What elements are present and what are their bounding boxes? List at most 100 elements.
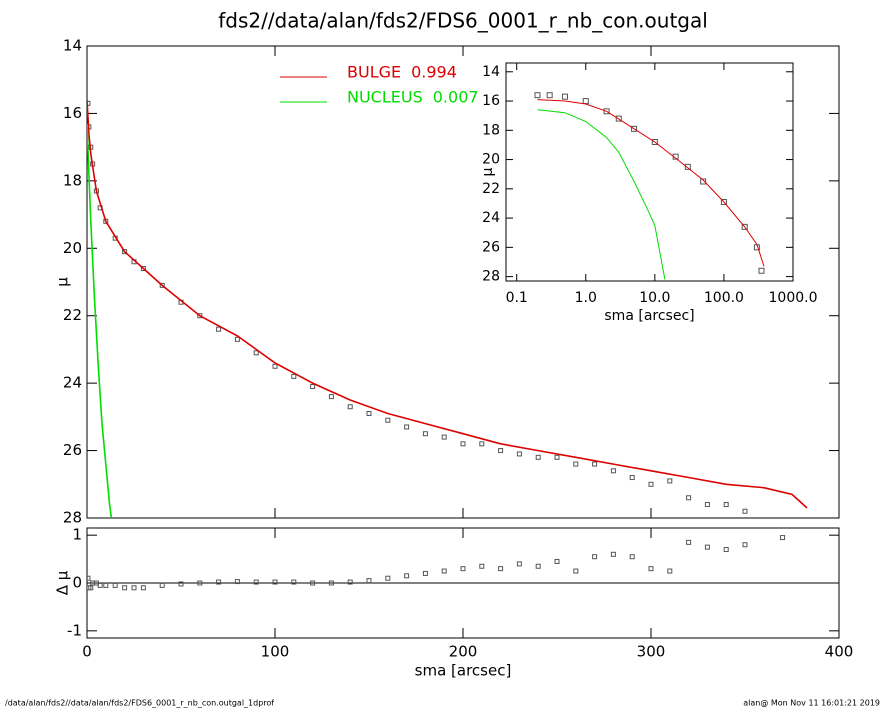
y-tick-label: 14 [63,37,82,55]
y-tick-label: 26 [482,239,500,255]
data-point [667,568,673,574]
data-point [385,575,391,581]
data-point [404,573,410,579]
data-point [610,468,616,474]
y-axis-label: μ [54,277,72,287]
data-point [592,461,598,467]
x-tick-label: 1.0 [575,290,597,306]
data-point [87,575,91,581]
data-point [479,441,485,447]
data-point [684,163,691,170]
data-point [253,579,259,585]
footer-right: alan@ Mon Nov 11 16:01:21 2019 [743,699,880,708]
data-point [780,535,786,541]
data-point [720,198,727,205]
x-tick-label: 400 [825,643,854,661]
data-point [310,384,316,390]
data-point [234,336,240,342]
y-axis-label: Δ μ [54,570,72,595]
data-point [723,547,729,553]
data-point [159,282,165,288]
data-point [328,394,334,400]
data-point [629,475,635,481]
data-point [404,424,410,430]
x-tick-label: 300 [637,643,666,661]
legend-label: BULGE [347,63,401,82]
data-point [385,417,391,423]
data-point [535,454,541,460]
data-point [554,558,560,564]
data-point [197,313,203,319]
data-point [422,431,428,437]
data-point [534,92,541,99]
data-point [460,566,466,572]
y-tick-label: 24 [482,210,500,226]
x-axis-label: sma [arcsec] [415,662,512,680]
legend-label: NUCLEUS [347,88,423,107]
data-point [686,495,692,501]
data-point [741,223,748,230]
data-point [648,566,654,572]
data-point [216,326,222,332]
data-point [742,508,748,514]
data-point [631,125,638,132]
data-point [479,563,485,569]
y-tick-label: 0 [72,574,82,592]
legend-value: 0.007 [433,88,479,107]
x-tick-label: 100.0 [704,290,744,306]
data-point [122,249,128,255]
data-point [700,178,707,185]
data-point [610,551,616,557]
data-point [704,502,710,508]
data-point [561,93,568,100]
data-point [112,582,118,588]
data-point [441,434,447,440]
x-tick-label: 1000.0 [769,290,818,306]
data-point [310,580,316,586]
data-point [272,363,278,369]
data-point [742,542,748,548]
x-axis-label: sma [arcsec] [604,308,694,324]
data-point [535,563,541,569]
data-point [546,92,553,99]
x-tick-label: 200 [449,643,478,661]
data-point [498,448,504,454]
data-point [366,410,372,416]
chart-title: fds2//data/alan/fds2/FDS6_0001_r_nb_con.… [218,9,708,33]
data-point [516,561,522,567]
data-point [516,451,522,457]
data-point [272,579,278,585]
data-point [592,554,598,560]
y-tick-label: 28 [482,269,500,285]
plot-area [534,92,765,280]
data-point [422,570,428,576]
y-tick-label: -1 [67,621,82,639]
data-point [573,461,579,467]
data-point [328,580,334,586]
data-point [97,582,103,588]
data-point [573,568,579,574]
data-point [291,373,297,379]
data-point [686,539,692,545]
data-point [704,544,710,550]
data-point [723,502,729,508]
model-line [87,99,808,509]
y-tick-label: 16 [482,93,500,109]
footer-left: /data/alan/fds2//data/alan/fds2/FDS6_000… [5,699,274,708]
data-point [159,582,165,588]
data-point [122,585,128,591]
y-tick-label: 22 [482,181,500,197]
data-point [667,478,673,484]
data-point [140,585,146,591]
y-tick-label: 18 [63,171,82,189]
y-tick-label: 14 [482,64,500,80]
x-tick-label: 100 [261,643,290,661]
data-point [197,580,203,586]
y-axis-label: μ [480,167,496,176]
plot-frame [505,62,794,282]
y-tick-label: 26 [63,441,82,459]
data-point [651,139,658,146]
x-tick-label: 0 [82,643,92,661]
data-point [460,441,466,447]
